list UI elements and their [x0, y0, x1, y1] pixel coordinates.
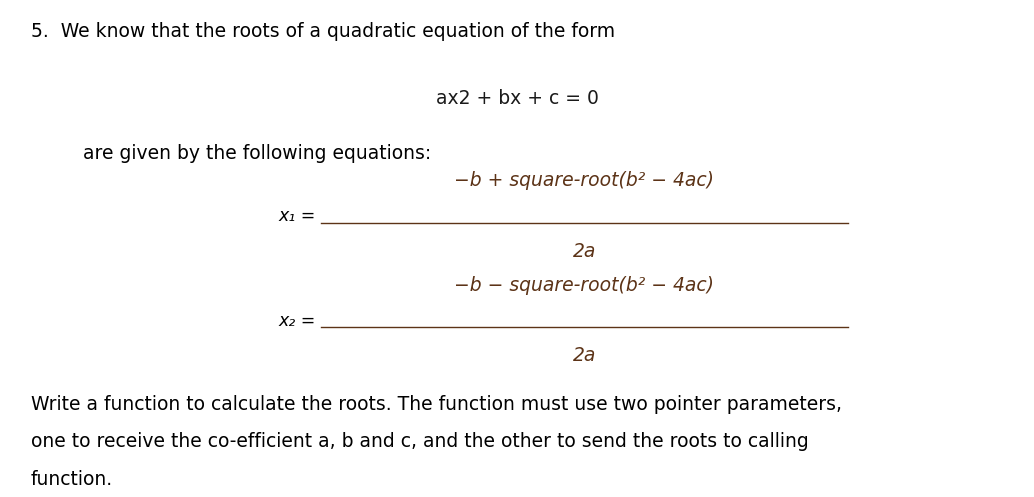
Text: are given by the following equations:: are given by the following equations: — [83, 144, 431, 163]
Text: x₂ =: x₂ = — [278, 312, 315, 330]
Text: 2a: 2a — [573, 242, 596, 261]
Text: Write a function to calculate the roots. The function must use two pointer param: Write a function to calculate the roots.… — [31, 395, 842, 414]
Text: x₁ =: x₁ = — [278, 207, 315, 225]
Text: −b + square-root(b² − 4ac): −b + square-root(b² − 4ac) — [454, 171, 714, 190]
Text: one to receive the co-efficient a, b and c, and the other to send the roots to c: one to receive the co-efficient a, b and… — [31, 432, 809, 451]
Text: ax2 + bx + c = 0: ax2 + bx + c = 0 — [435, 89, 599, 108]
Text: function.: function. — [31, 470, 113, 489]
Text: 2a: 2a — [573, 346, 596, 365]
Text: 5.  We know that the roots of a quadratic equation of the form: 5. We know that the roots of a quadratic… — [31, 22, 615, 41]
Text: −b − square-root(b² − 4ac): −b − square-root(b² − 4ac) — [454, 276, 714, 295]
